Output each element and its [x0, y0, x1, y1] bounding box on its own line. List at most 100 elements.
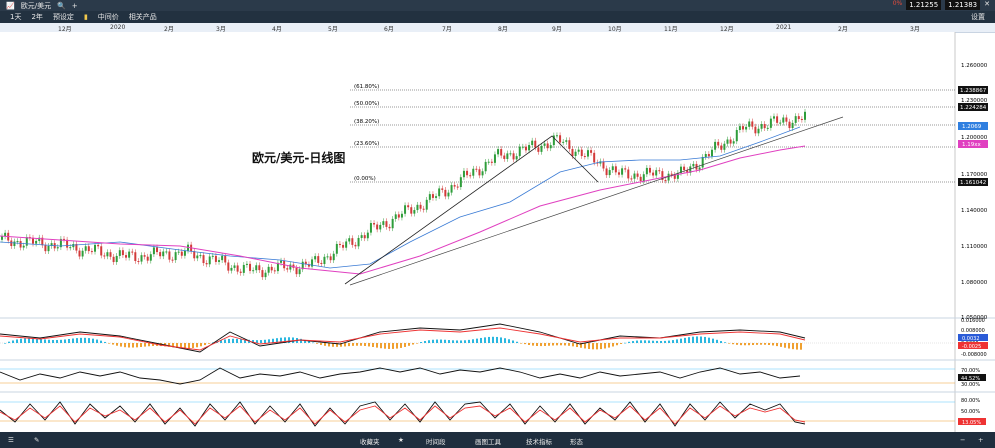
candle-body [664, 180, 667, 182]
time-period-button[interactable]: 时间段 [426, 438, 446, 446]
candle-body [478, 169, 481, 176]
macd-bar [148, 343, 150, 347]
macd-bar [288, 337, 290, 343]
candle-body [366, 232, 369, 239]
candle-body [298, 269, 301, 275]
chart-area[interactable]: (61.80%) (50.00%) (38.20%) (23.60%) (0.0… [0, 32, 995, 432]
candle-body [214, 255, 217, 262]
macd-bar [116, 343, 118, 346]
zoom-in-icon[interactable]: + [978, 436, 984, 444]
macd-bar [616, 343, 618, 346]
macd-bar [32, 338, 34, 343]
title-bar: 📈 欧元/美元 🔍 + 0% 1.21255 1.21383 ✕ [0, 0, 995, 11]
candle-body [679, 166, 682, 173]
macd-bar [332, 343, 334, 347]
macd-bar [24, 338, 26, 343]
fib-label: (61.80%) [354, 84, 379, 90]
candle-body [568, 140, 571, 149]
macd-bar [472, 339, 474, 343]
candle-body [698, 167, 701, 170]
price-axis-label: 1.110000 [961, 244, 988, 250]
related-products-button[interactable]: 相关产品 [128, 13, 157, 21]
favorite-button[interactable]: 收藏夹 [360, 438, 380, 446]
candle-body [273, 270, 276, 272]
zoom-out-icon[interactable]: − [960, 436, 966, 444]
price-tag: 1.238867 [960, 88, 987, 94]
candle-body [180, 251, 183, 256]
candle-body [537, 147, 540, 152]
candle-body [140, 255, 143, 262]
macd-bar [436, 339, 438, 343]
candle-body [667, 173, 670, 181]
candle-body [276, 262, 279, 272]
candle-body [245, 263, 248, 265]
indicators-button[interactable]: 技术指标 [526, 438, 552, 446]
pencil-icon[interactable]: ✎ [34, 436, 40, 444]
range-button[interactable]: 2年 [31, 13, 43, 21]
candle-body [286, 268, 289, 270]
macd-bar [368, 343, 370, 347]
candle-body [162, 251, 165, 257]
draw-tools-button[interactable]: 画图工具 [475, 438, 501, 446]
candle-body [44, 245, 47, 252]
macd-bar [84, 337, 86, 343]
star-icon[interactable]: ★ [398, 436, 404, 444]
macd-bar [652, 340, 654, 343]
ask-price[interactable]: 1.21383 [945, 0, 981, 10]
candle-body [633, 173, 636, 179]
candle-body [583, 156, 586, 158]
macd-bar [580, 343, 582, 348]
add-tab-button[interactable]: + [71, 1, 78, 10]
macd-bar [720, 341, 722, 343]
macd-bar [8, 341, 10, 343]
macd-bar [500, 337, 502, 343]
candle-body [754, 126, 757, 134]
candle-body [661, 171, 664, 181]
macd-bar [328, 343, 330, 347]
candle-body [791, 122, 794, 129]
macd-bar [612, 343, 614, 347]
macd-bar [608, 343, 610, 348]
close-icon[interactable]: ✕ [984, 0, 990, 8]
list-icon[interactable]: ☰ [8, 436, 14, 444]
candle-body [804, 111, 806, 120]
candle-body [391, 218, 394, 229]
bid-price[interactable]: 1.21255 [906, 0, 942, 10]
rsi-tag: 44.52% [961, 376, 980, 382]
chart-svg[interactable]: (61.80%) (50.00%) (38.20%) (23.60%) (0.0… [0, 32, 995, 432]
macd-bar [696, 336, 698, 343]
change-badge: 0% [892, 0, 903, 7]
time-tick: 6月 [384, 26, 394, 33]
mid-price-button[interactable]: 中间价 [97, 13, 119, 21]
candle-body [128, 251, 131, 258]
macd-bar [516, 341, 518, 343]
candle-body [351, 238, 354, 245]
macd-bar [628, 341, 630, 343]
macd-bar [344, 343, 346, 347]
interval-button[interactable]: 1天 [10, 13, 22, 21]
macd-bar [768, 343, 770, 346]
macd-bar [560, 343, 562, 346]
candle-body [599, 161, 602, 164]
candle-body [419, 204, 422, 209]
stoch-axis-label: 80.00% [961, 398, 980, 404]
candle-body [376, 224, 379, 230]
patterns-button[interactable]: 形态 [570, 438, 583, 446]
candle-body [574, 151, 577, 157]
candle-body [431, 194, 434, 198]
candle-body [261, 270, 264, 278]
macd-bar [80, 337, 82, 343]
macd-bar [792, 343, 794, 350]
search-icon[interactable]: 🔍 [57, 1, 66, 10]
candle-body [428, 194, 431, 200]
price-tag: 1.2069 [962, 124, 982, 130]
preset-button[interactable]: 预设定 [52, 13, 74, 21]
candle-body [562, 141, 565, 143]
candle-body [400, 213, 403, 218]
time-tick: 3月 [910, 26, 920, 33]
settings-button[interactable]: 设置 [971, 13, 985, 21]
candle-body [81, 250, 84, 257]
macd-bar [588, 343, 590, 350]
candle-body [763, 124, 766, 129]
candle-body [22, 245, 25, 248]
